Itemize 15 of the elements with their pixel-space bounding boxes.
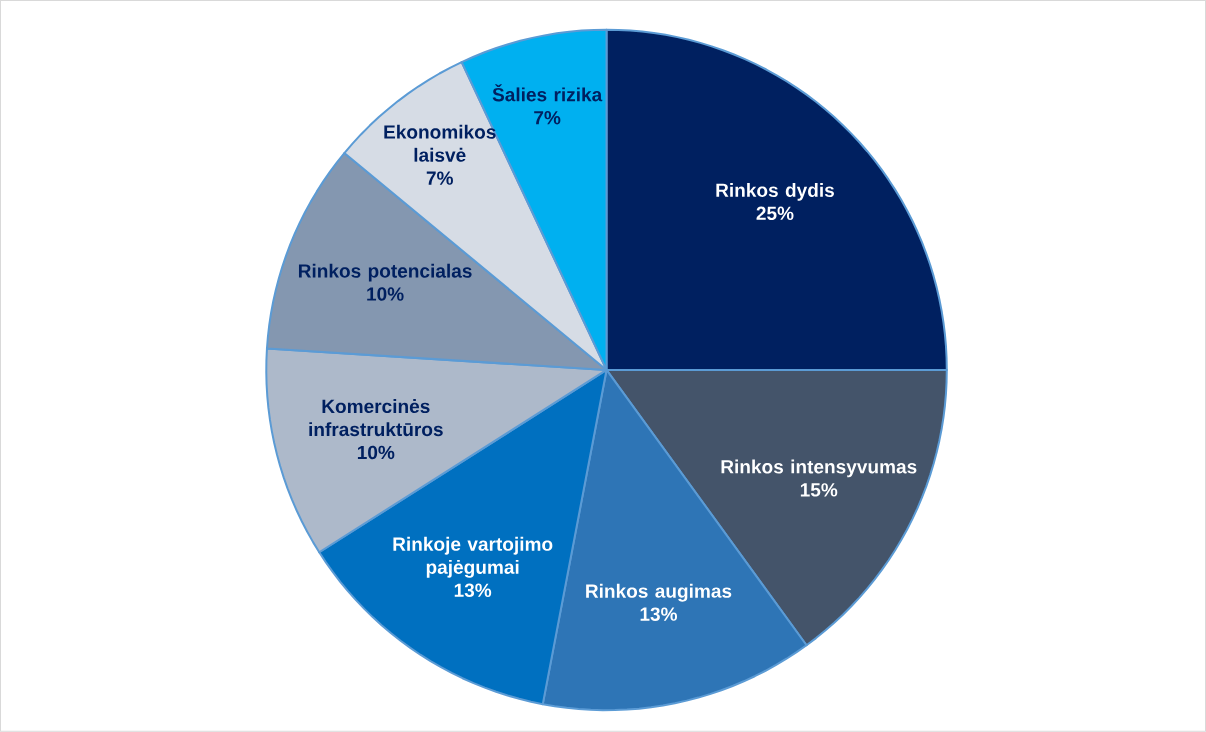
slice-label: Komercinės infrastruktūros (309, 399, 443, 437)
slice-label: Rinkos intensyvumas (721, 459, 917, 478)
slice-label: Rinkos potencialas (298, 263, 472, 282)
slice-label: Šalies rizika (492, 84, 603, 102)
slice-label: Rinkoje vartojimo pajėgumai (393, 536, 553, 578)
data-label: 7% (534, 111, 561, 125)
data-label: 10% (367, 287, 404, 301)
data-label: 25% (756, 206, 794, 221)
data-label: 10% (357, 445, 395, 460)
data-label: 13% (640, 607, 678, 622)
data-label: 7% (426, 171, 453, 185)
slice-label: Rinkos augimas (586, 583, 732, 602)
data-label: 15% (800, 483, 838, 497)
slice-label: Rinkos dydis (716, 183, 834, 201)
data-label: 13% (454, 583, 492, 598)
